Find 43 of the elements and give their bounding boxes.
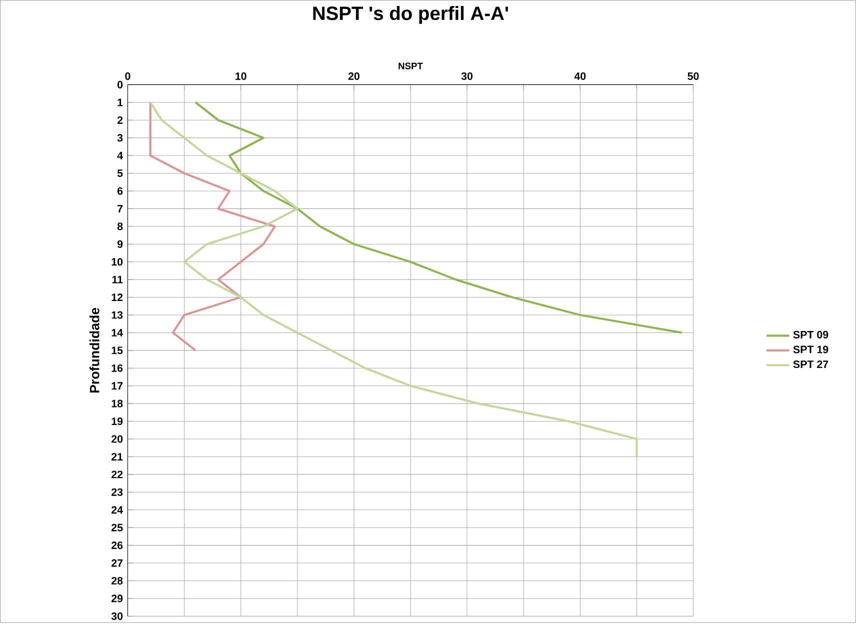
- y-tick-label: 20: [112, 435, 123, 443]
- y-tick-label: 24: [112, 506, 123, 514]
- y-tick-label: 28: [112, 576, 123, 584]
- y-tick-label: 15: [112, 346, 123, 354]
- y-tick-label: 5: [117, 169, 123, 177]
- y-axis-title: Profundidade: [90, 308, 100, 392]
- legend-label: SPT 27: [793, 360, 828, 368]
- y-tick-label: 23: [112, 488, 123, 496]
- y-tick-label: 17: [112, 382, 123, 390]
- x-tick-label: 30: [461, 72, 473, 80]
- x-axis-title: NSPT: [398, 62, 423, 70]
- y-tick-label: 0: [117, 80, 123, 88]
- x-tick-label: 0: [125, 72, 130, 80]
- y-tick-label: 6: [117, 186, 123, 195]
- y-tick-label: 25: [112, 524, 123, 532]
- y-tick-label: 19: [112, 417, 123, 425]
- y-tick-label: 30: [111, 612, 123, 620]
- x-tick-label: 40: [574, 72, 586, 80]
- legend-label: SPT 19: [793, 345, 828, 354]
- y-tick-label: 27: [112, 559, 123, 567]
- y-tick-label: 2: [117, 116, 123, 124]
- y-tick-label: 21: [112, 452, 123, 460]
- y-tick-label: 9: [117, 240, 123, 248]
- y-tick-label: 10: [112, 258, 123, 266]
- y-tick-label: 3: [117, 134, 123, 142]
- y-tick-label: 29: [112, 594, 123, 602]
- x-tick-label: 20: [348, 72, 360, 80]
- x-tick-label: 50: [688, 72, 699, 80]
- y-tick-label: 8: [117, 222, 123, 230]
- x-tick-label: 10: [236, 72, 246, 80]
- y-tick-label: 11: [112, 276, 123, 284]
- y-tick-label: 7: [118, 204, 123, 212]
- legend-label: SPT 09: [793, 330, 828, 338]
- y-tick-label: 14: [112, 328, 123, 336]
- y-tick-label: 1: [118, 98, 123, 106]
- y-tick-label: 16: [112, 364, 123, 372]
- y-tick-label: 22: [112, 470, 123, 478]
- y-tick-label: 4: [117, 152, 123, 160]
- y-tick-label: 12: [112, 293, 123, 301]
- y-tick-label: 18: [112, 400, 123, 408]
- y-tick-label: 26: [112, 541, 123, 549]
- chart-title: NSPT 's do perfil A-A': [313, 6, 508, 24]
- y-tick-label: 13: [112, 311, 123, 319]
